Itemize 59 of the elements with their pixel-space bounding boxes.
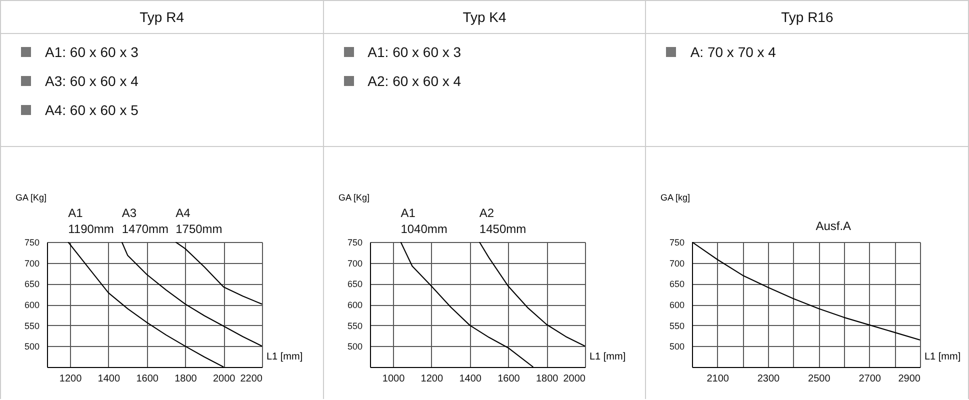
- y-tick-label: 750: [347, 238, 362, 248]
- text: A2: 60 x 60 x 4: [366, 72, 462, 91]
- y-tick-label: 550: [24, 320, 40, 331]
- x-tick-label: 1400: [98, 374, 120, 384]
- y-axis-title: GA [Kg]: [16, 192, 47, 202]
- x-tick-label: 1800: [174, 374, 198, 384]
- x-tick-label: 2100: [707, 374, 730, 384]
- x-tick-label: 2000: [212, 374, 236, 384]
- chart-title: Typ R4: [1, 1, 323, 34]
- y-tick-label: 600: [670, 300, 685, 310]
- chart-title: Typ K4: [324, 1, 646, 34]
- text: Ausf.A: [816, 219, 852, 233]
- x-tick-label: 1600: [136, 374, 159, 384]
- line-series: [478, 242, 585, 347]
- x-tick-label: 1200: [420, 374, 444, 384]
- x-tick-label: 2700: [859, 374, 882, 384]
- y-tick-label: 500: [347, 342, 362, 352]
- x-tick-label: 2000: [562, 374, 586, 384]
- y-axis-title: GA [kg]: [660, 192, 690, 202]
- x-axis-title: L1 [mm]: [924, 352, 962, 362]
- x-axis-title: L1 [mm]: [589, 352, 626, 362]
- series-label: A1 1040mm: [400, 206, 448, 236]
- x-axis-title: L1 [mm]: [266, 352, 303, 362]
- y-tick-label: 750: [670, 238, 685, 248]
- y-tick-label: 600: [347, 300, 362, 310]
- x-tick-label: 1000: [382, 374, 405, 384]
- x-tick-label: 1800: [536, 374, 558, 384]
- y-tick-label: 550: [347, 320, 362, 331]
- x-tick-label: 1400: [458, 374, 482, 384]
- y-tick-label: 700: [670, 258, 685, 268]
- series-label: A3 1470mm: [122, 206, 169, 236]
- x-tick-label: 2200: [240, 374, 263, 384]
- series-label: A1 1190mm: [68, 206, 114, 236]
- y-tick-label: 550: [670, 320, 685, 331]
- text: A1: 60 x 60 x 3: [44, 43, 140, 62]
- x-tick-label: 2900: [898, 374, 922, 384]
- x-tick-label: 1600: [497, 374, 520, 384]
- y-axis-title: GA [Kg]: [338, 192, 370, 202]
- x-tick-label: 2300: [758, 374, 780, 384]
- line-series: [175, 242, 262, 305]
- text: A3: 60 x 60 x 4: [44, 72, 140, 91]
- line-series: [121, 242, 262, 347]
- y-tick-label: 600: [24, 300, 40, 310]
- y-tick-label: 700: [24, 258, 40, 268]
- series-label: A4 1750mm: [176, 206, 222, 236]
- y-tick-label: 650: [24, 279, 40, 290]
- y-tick-label: 750: [24, 238, 40, 248]
- y-tick-label: 500: [24, 342, 40, 352]
- text: A1: 60 x 60 x 3: [366, 43, 462, 62]
- y-tick-label: 650: [347, 279, 362, 290]
- series-label: A2 1450mm: [479, 206, 526, 236]
- y-tick-label: 700: [347, 258, 362, 268]
- y-tick-label: 650: [670, 279, 685, 290]
- x-tick-label: 1200: [59, 374, 82, 384]
- text: A4: 60 x 60 x 5: [44, 101, 140, 120]
- text: A: 70 x 70 x 4: [689, 43, 777, 62]
- x-tick-label: 2500: [808, 374, 832, 384]
- chart-title: Typ R16: [646, 1, 968, 34]
- y-tick-label: 500: [670, 342, 685, 352]
